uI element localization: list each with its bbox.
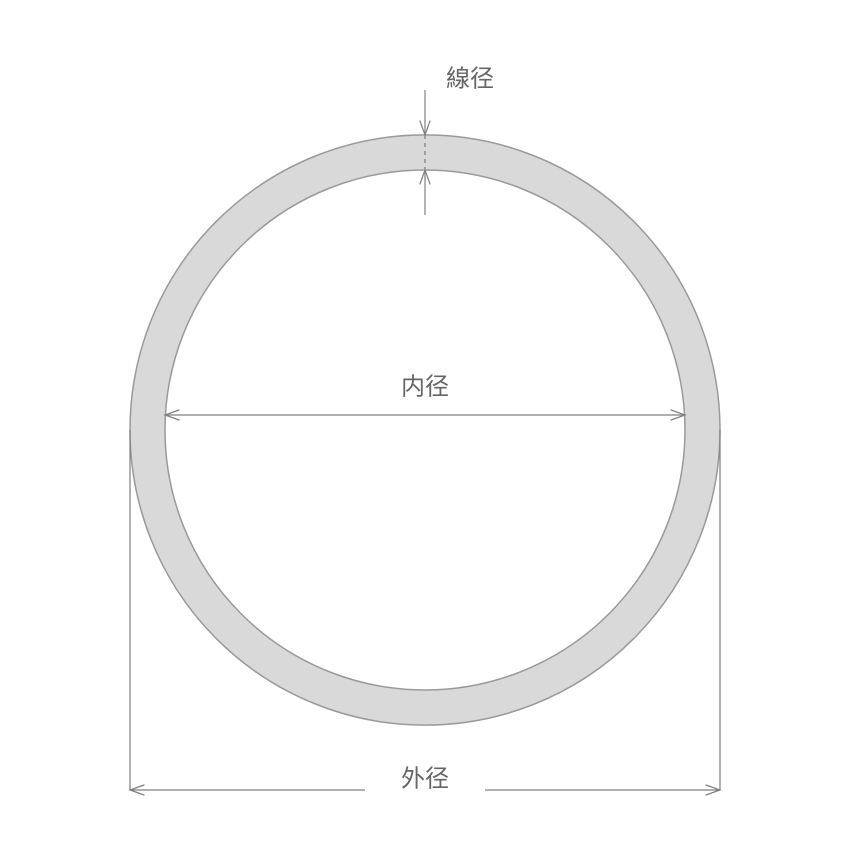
ring-shape	[130, 135, 720, 725]
ring-diagram: 線径 内径 外径	[0, 0, 850, 850]
wire-diameter-label: 線径	[446, 65, 494, 92]
inner-diameter-dimension	[165, 410, 685, 420]
inner-diameter-label: 内径	[401, 373, 449, 400]
outer-diameter-label: 外径	[401, 765, 449, 792]
